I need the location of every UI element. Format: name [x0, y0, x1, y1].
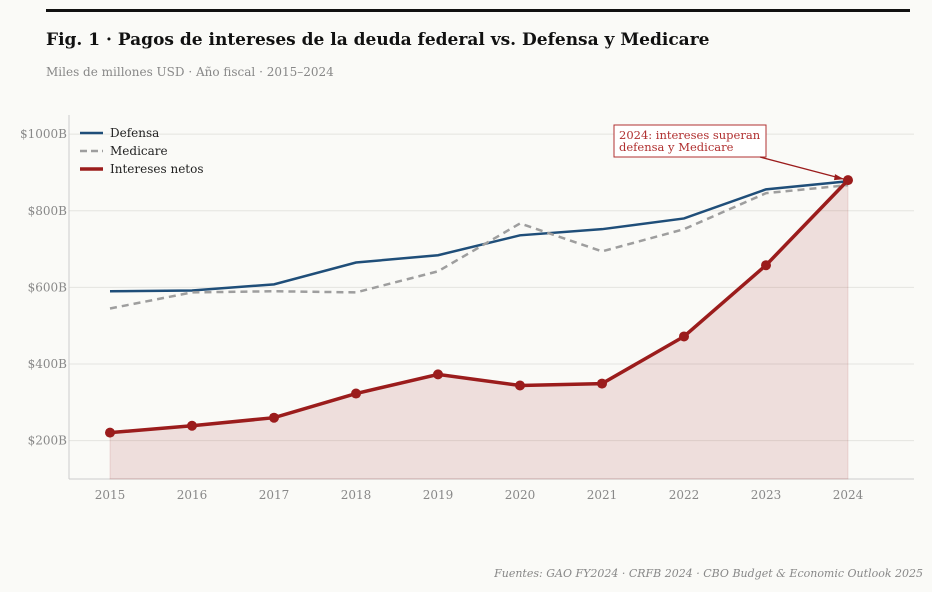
source-note: Fuentes: GAO FY2024 · CRFB 2024 · CBO Bu… — [494, 567, 923, 580]
chart-title: Fig. 1 · Pagos de intereses de la deuda … — [46, 30, 710, 50]
annotation-arrow — [759, 156, 845, 180]
data-point — [187, 420, 197, 431]
legend-label: Medicare — [110, 144, 168, 158]
x-tick-label: 2018 — [341, 488, 372, 502]
data-point — [761, 260, 771, 271]
legend-label: Intereses netos — [110, 162, 204, 176]
x-tick-label: 2016 — [177, 488, 208, 502]
annotation-text: defensa y Medicare — [619, 140, 734, 154]
data-point — [515, 380, 525, 391]
x-tick-label: 2022 — [669, 488, 700, 502]
series-line-defensa — [109, 180, 849, 293]
series-line-intereses-netos — [109, 178, 850, 435]
y-tick-label: $1000B — [20, 127, 67, 141]
data-point — [269, 412, 279, 423]
y-tick-label: $600B — [28, 280, 68, 294]
annotation-text: 2024: intereses superan — [619, 128, 761, 142]
data-point — [843, 175, 853, 186]
x-tick-label: 2020 — [505, 488, 536, 502]
x-tick-label: 2015 — [95, 488, 126, 502]
annotation-box — [613, 124, 767, 158]
data-point — [433, 369, 443, 380]
data-point — [351, 388, 361, 399]
y-tick-label: $400B — [28, 357, 68, 371]
arrow-head-icon — [834, 174, 844, 181]
data-point — [597, 378, 607, 389]
x-tick-label: 2021 — [587, 488, 618, 502]
interest-area — [109, 178, 849, 480]
x-tick-label: 2023 — [751, 488, 782, 502]
x-tick-label: 2019 — [423, 488, 454, 502]
y-tick-label: $800B — [28, 204, 68, 218]
top-rule — [46, 9, 910, 12]
data-point — [105, 427, 115, 438]
series-line-medicare — [109, 183, 849, 310]
x-tick-label: 2017 — [259, 488, 290, 502]
y-tick-label: $200B — [28, 434, 68, 448]
x-tick-label: 2024 — [833, 488, 864, 502]
chart-subtitle: Miles de millones USD · Año fiscal · 201… — [46, 65, 334, 79]
data-point — [679, 331, 689, 342]
legend-label: Defensa — [110, 126, 159, 140]
